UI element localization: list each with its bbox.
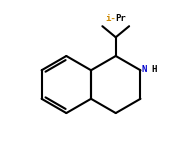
Text: N: N <box>142 65 147 74</box>
Text: i-: i- <box>105 14 116 23</box>
Text: H: H <box>151 65 157 74</box>
Text: Pr: Pr <box>116 14 127 23</box>
